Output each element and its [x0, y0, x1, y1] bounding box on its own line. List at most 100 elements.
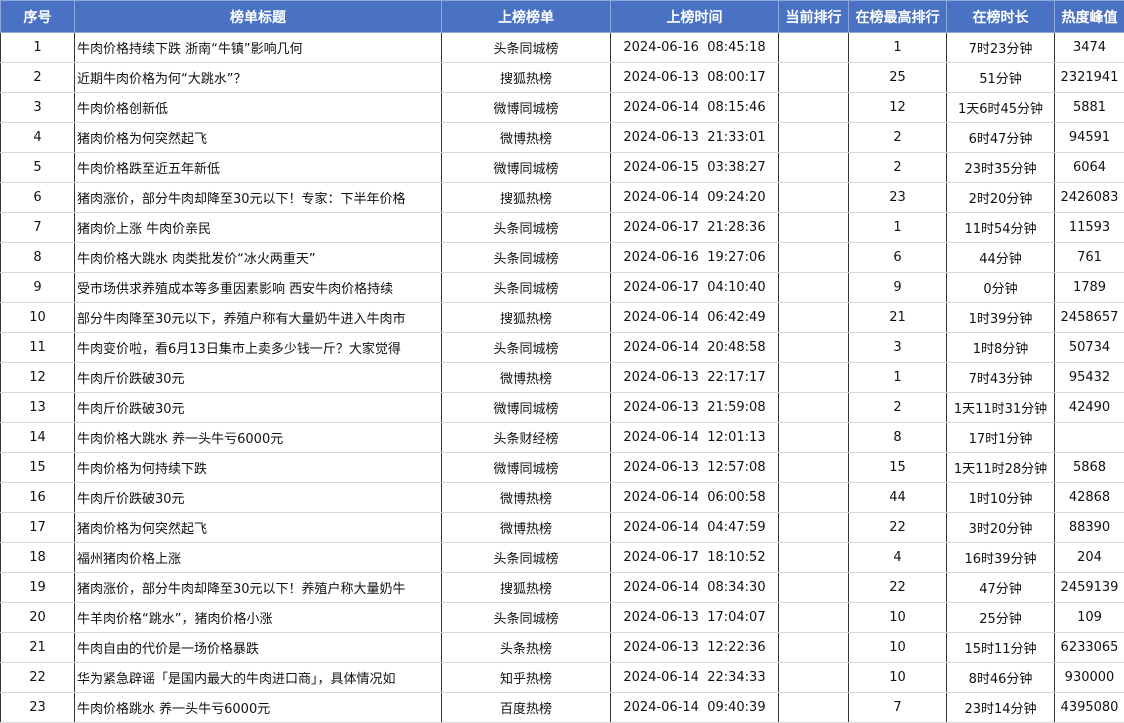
header-cell: 热度峰值: [1055, 1, 1124, 33]
cell: 微博同城榜: [442, 93, 611, 123]
cell: 12: [1, 363, 75, 393]
cell: 6064: [1055, 153, 1124, 183]
cell: 猪肉价格为何突然起飞: [75, 123, 442, 153]
cell: 51分钟: [947, 63, 1055, 93]
header-cell: 上榜榜单: [442, 1, 611, 33]
cell: 10: [849, 633, 947, 663]
cell: 25分钟: [947, 603, 1055, 633]
cell: 14: [1, 423, 75, 453]
cell: 47分钟: [947, 573, 1055, 603]
cell: 头条同城榜: [442, 243, 611, 273]
cell: 9: [849, 273, 947, 303]
cell: 5868: [1055, 453, 1124, 483]
cell: 2024-06-15 03:38:27: [611, 153, 779, 183]
cell: [779, 153, 849, 183]
cell: 10: [1, 303, 75, 333]
cell: 2458657: [1055, 303, 1124, 333]
cell: 2024-06-13 22:17:17: [611, 363, 779, 393]
cell: 2: [1, 63, 75, 93]
cell: 牛肉价格跳水 养一头牛亏6000元: [75, 693, 442, 723]
cell: 牛肉斤价跌破30元: [75, 363, 442, 393]
cell: 1天11时28分钟: [947, 453, 1055, 483]
cell: 4: [849, 543, 947, 573]
cell: 17时1分钟: [947, 423, 1055, 453]
cell: 1时10分钟: [947, 483, 1055, 513]
cell: 猪肉价格为何突然起飞: [75, 513, 442, 543]
cell: 930000: [1055, 663, 1124, 693]
cell: 20: [1, 603, 75, 633]
cell: 2024-06-13 12:57:08: [611, 453, 779, 483]
cell: 受市场供求养殖成本等多重因素影响 西安牛肉价格持续: [75, 273, 442, 303]
cell: 搜狐热榜: [442, 183, 611, 213]
cell: 2: [849, 393, 947, 423]
cell: [779, 243, 849, 273]
cell: 牛肉价格跌至近五年新低: [75, 153, 442, 183]
cell: 3474: [1055, 33, 1124, 63]
cell: 11时54分钟: [947, 213, 1055, 243]
cell: 2321941: [1055, 63, 1124, 93]
cell: 50734: [1055, 333, 1124, 363]
cell: 6时47分钟: [947, 123, 1055, 153]
cell: 7时23分钟: [947, 33, 1055, 63]
cell: 2024-06-16 08:45:18: [611, 33, 779, 63]
cell: [779, 423, 849, 453]
cell: 猪肉涨价，部分牛肉却降至30元以下！养殖户称大量奶牛: [75, 573, 442, 603]
cell: 2024-06-14 06:42:49: [611, 303, 779, 333]
cell: 0分钟: [947, 273, 1055, 303]
cell: 头条同城榜: [442, 33, 611, 63]
cell: 109: [1055, 603, 1124, 633]
header-cell: 榜单标题: [75, 1, 442, 33]
cell: 6: [1, 183, 75, 213]
cell: 微博热榜: [442, 483, 611, 513]
cell: 204: [1055, 543, 1124, 573]
cell: 2024-06-14 08:15:46: [611, 93, 779, 123]
cell: 2024-06-13 17:04:07: [611, 603, 779, 633]
cell: 44: [849, 483, 947, 513]
cell: 21: [1, 633, 75, 663]
cell: 1天11时31分钟: [947, 393, 1055, 423]
cell: 16时39分钟: [947, 543, 1055, 573]
cell: 1时39分钟: [947, 303, 1055, 333]
cell: 2: [849, 123, 947, 153]
cell: [779, 633, 849, 663]
cell: 3时20分钟: [947, 513, 1055, 543]
cell: [779, 363, 849, 393]
cell: 6: [849, 243, 947, 273]
cell: 761: [1055, 243, 1124, 273]
header-cell: 在榜时长: [947, 1, 1055, 33]
header-cell: 在榜最高排行: [849, 1, 947, 33]
cell: 23: [1, 693, 75, 723]
cell: 猪肉涨价，部分牛肉却降至30元以下！专家：下半年价格: [75, 183, 442, 213]
cell: 1: [849, 213, 947, 243]
cell: 2024-06-14 09:24:20: [611, 183, 779, 213]
cell: 2024-06-14 04:47:59: [611, 513, 779, 543]
cell: 微博同城榜: [442, 153, 611, 183]
cell: 8: [1, 243, 75, 273]
cell: 2024-06-17 04:10:40: [611, 273, 779, 303]
cell: 6233065: [1055, 633, 1124, 663]
cell: 微博热榜: [442, 123, 611, 153]
cell: 2024-06-14 20:48:58: [611, 333, 779, 363]
cell: 头条同城榜: [442, 213, 611, 243]
cell: 10: [849, 663, 947, 693]
cell: 18: [1, 543, 75, 573]
cell: 8: [849, 423, 947, 453]
cell: [779, 123, 849, 153]
cell: 部分牛肉降至30元以下，养殖户称有大量奶牛进入牛肉市: [75, 303, 442, 333]
cell: 2024-06-14 08:34:30: [611, 573, 779, 603]
